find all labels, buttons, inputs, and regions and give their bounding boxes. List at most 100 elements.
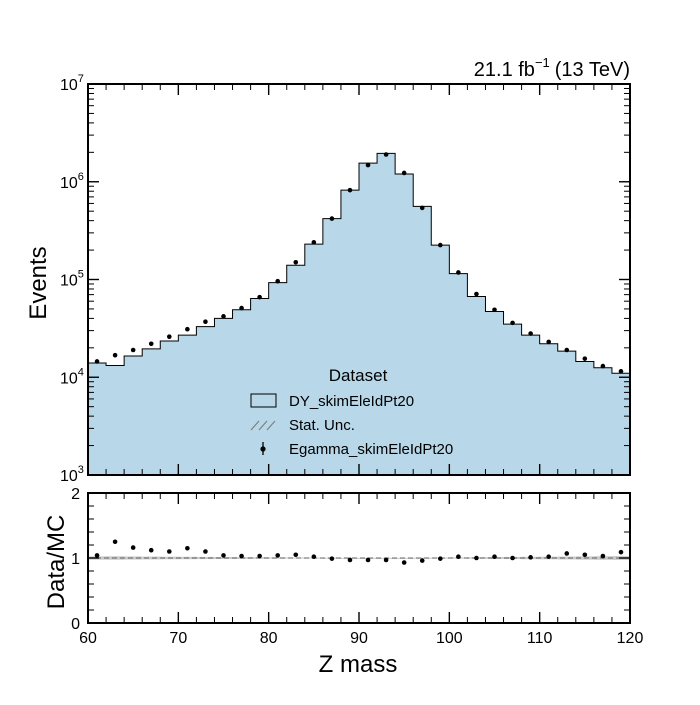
ratio-point [456,554,461,559]
x-tick-label: 110 [527,630,553,647]
x-tick-label: 120 [617,630,644,647]
x-tick-label: 70 [169,630,187,647]
ratio-point [275,553,281,558]
mc-bin [377,153,395,475]
data-point [383,152,389,157]
lumi-label: 21.1 fb−1 (13 TeV) [474,55,630,81]
ratio-unc-band [557,556,576,560]
mc-histogram-fill [88,153,630,476]
lumi-exponent: −1 [535,55,550,70]
ratio-point [365,557,371,563]
ratio-y-tick-label: 2 [71,486,80,503]
mc-bin [504,324,522,475]
ratio-y-tick-label: 0 [71,616,80,633]
data-point [311,240,317,245]
x-tick-label: 90 [350,630,368,647]
mc-bin [540,344,558,475]
mc-bin [485,312,503,475]
ratio-point [167,549,172,554]
ratio-unc-band [124,556,143,560]
x-axis-title: Z mass [319,651,398,678]
legend-mc-swatch [250,393,277,408]
x-tick-label: 100 [436,630,463,647]
ratio-point [239,553,244,559]
ratio-panel: 0 1 2 60 70 80 90 100 110 120 [71,486,643,647]
data-point [618,369,624,374]
data-point [456,270,461,275]
data-point [275,278,281,284]
ratio-point [257,553,262,559]
legend-mc-label: DY_skimEleIdPt20 [289,393,414,410]
legend-unc-label: Stat. Unc. [289,417,355,434]
ratio-point [112,539,118,545]
data-point [293,259,299,265]
mc-bin [323,219,341,475]
x-tick-label: 80 [260,630,278,647]
data-point [112,352,118,358]
mc-bin [196,327,214,475]
mc-bin [178,335,196,475]
ratio-point [474,555,479,561]
data-point [221,314,226,319]
data-point [546,339,551,345]
ratio-y-axis-title: Data/MC [43,515,70,610]
ratio-unc-band [142,556,161,560]
ratio-point [311,554,317,559]
mc-bin [576,361,594,475]
y-tick-label: 103 [60,464,84,485]
mc-bin [359,163,377,475]
lumi-value: 21.1 fb [474,59,535,81]
ratio-point [438,556,443,561]
data-point [510,320,515,326]
mc-bin [395,174,413,475]
ratio-point [221,553,226,558]
data-point [600,363,606,369]
ratio-point [293,552,299,558]
mc-histogram-outline [88,152,630,374]
mc-bin [558,351,576,475]
data-point [474,291,479,297]
data-point [185,326,190,332]
data-point [130,347,136,353]
ratio-unc-band [286,557,305,559]
y-tick-label: 106 [60,171,84,192]
ratio-point [185,545,190,551]
y-tick-label: 104 [60,366,84,387]
ratio-point [492,554,497,559]
data-point [564,347,570,353]
data-point [347,187,353,193]
data-point [148,341,154,347]
ratio-unc-band [413,557,432,559]
mc-bin [233,310,251,475]
ratio-point [546,554,551,559]
y-axis-title: Events [25,246,52,319]
data-point [203,319,208,325]
data-point [419,205,425,211]
mc-bin [467,297,485,475]
ratio-point [203,549,208,554]
legend-data-marker [260,442,266,455]
y-tick-label: 107 [60,73,84,94]
ratio-point [528,555,533,560]
mc-bin [612,373,630,475]
data-point [239,305,244,311]
mc-bin [160,341,178,475]
data-point [329,216,335,221]
main-panel: 103 104 105 106 107 [60,73,631,485]
ratio-point [564,551,570,556]
data-point [167,334,172,339]
mc-bin [214,318,232,475]
data-point [528,331,533,336]
ratio-point [510,555,515,561]
legend: Dataset DY_skimEleIdPt20 Stat. Unc. Egam… [250,366,453,458]
ratio-point [383,557,389,563]
mc-bin [88,363,106,475]
ratio-point [94,553,100,558]
ratio-point [130,545,136,550]
lumi-energy: (13 TeV) [555,59,630,81]
ratio-point [618,549,624,555]
ratio-unc-band [268,557,287,559]
data-point [365,162,371,168]
